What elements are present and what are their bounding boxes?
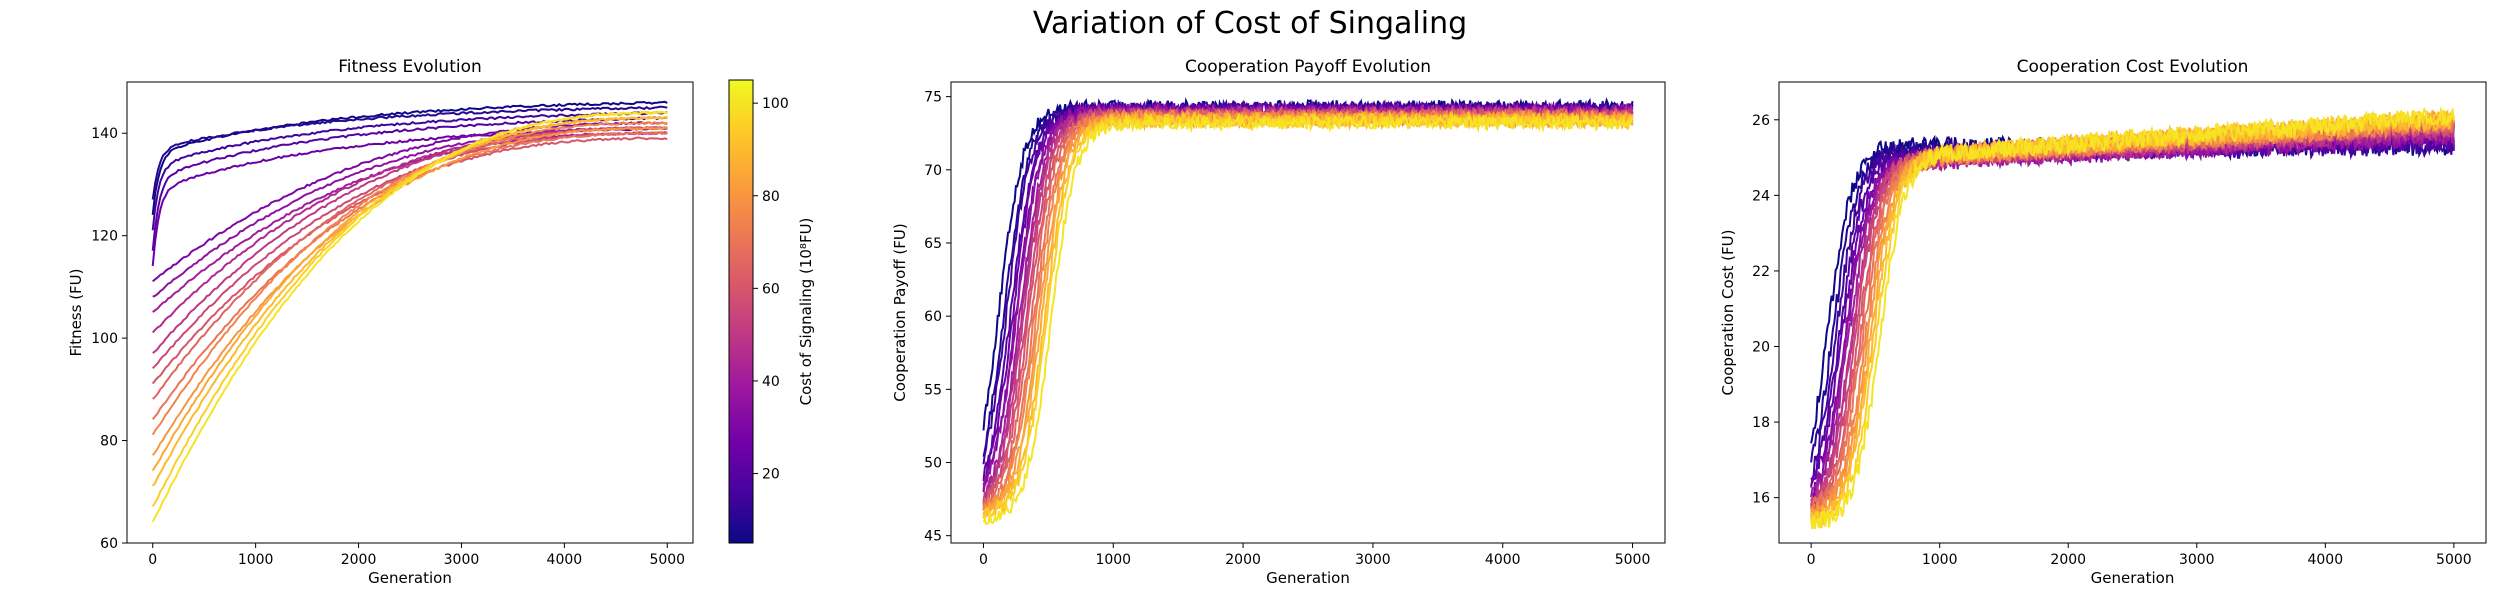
series-line-cost-85	[151, 116, 668, 472]
series-line-cost-30	[152, 121, 668, 283]
series-line-cost-40	[982, 103, 1634, 503]
series-line-cost-80	[151, 126, 668, 456]
series-group	[151, 100, 668, 523]
colorbar-tick-label: 40	[762, 374, 780, 390]
colorbar-label: Cost of Signaling (10⁸FU)	[797, 218, 815, 406]
colorbar-tick-label: 20	[762, 467, 780, 483]
y-tick-label: 70	[924, 163, 942, 179]
x-axis-label: Generation	[2091, 569, 2175, 587]
x-tick-label: 5000	[649, 552, 685, 568]
y-tick-label: 20	[1752, 340, 1770, 356]
series-line-cost-5	[982, 97, 1634, 431]
y-tick-label: 75	[924, 90, 942, 106]
y-axis-label: Fitness (FU)	[67, 268, 85, 356]
x-axis-label: Generation	[1266, 569, 1350, 587]
series-group	[982, 97, 1634, 526]
series-line-cost-100	[982, 113, 1634, 526]
y-tick-label: 120	[91, 229, 118, 245]
series-line-cost-100	[151, 110, 668, 523]
panel-title: Fitness Evolution	[338, 57, 482, 77]
series-line-cost-5	[151, 100, 668, 216]
y-tick-label: 60	[100, 536, 118, 552]
series-line-cost-75	[151, 120, 668, 436]
y-tick-label: 18	[1752, 415, 1770, 431]
series-line-cost-85	[982, 108, 1634, 517]
x-tick-label: 2000	[2050, 552, 2086, 568]
series-line-cost-45	[982, 102, 1634, 501]
series-line-cost-50	[982, 105, 1634, 504]
series-line-cost-80	[982, 110, 1634, 520]
x-tick-label: 0	[1807, 552, 1816, 568]
y-tick-label: 80	[100, 434, 118, 450]
series-line-cost-70	[982, 108, 1633, 517]
panel-2: Cooperation Payoff Evolution 0 1000 2000 300…	[891, 57, 1666, 587]
x-tick-label: 2000	[341, 552, 377, 568]
series-group	[1810, 106, 2455, 530]
x-tick-label: 1000	[1095, 552, 1131, 568]
axes-frame	[1778, 81, 2487, 544]
colorbar-tick-label: 80	[762, 189, 780, 205]
x-tick-label: 5000	[2436, 552, 2472, 568]
x-tick-label: 3000	[444, 552, 480, 568]
y-tick-label: 65	[924, 236, 942, 252]
x-tick-label: 1000	[238, 552, 274, 568]
x-tick-label: 4000	[547, 552, 583, 568]
y-tick-label: 60	[924, 309, 942, 325]
series-line-cost-40	[152, 131, 668, 313]
colorbar: 20 40 60 80 100 Cost of Signaling (10⁸FU)	[728, 79, 815, 544]
x-tick-label: 3000	[1355, 552, 1391, 568]
panel-3: Cooperation Cost Evolution 0 1000 2000 3000 4…	[1719, 57, 2487, 587]
series-line-cost-10	[151, 105, 668, 200]
series-line-cost-90	[982, 111, 1634, 519]
y-tick-label: 22	[1752, 264, 1770, 280]
y-tick-label: 50	[924, 456, 942, 472]
series-line-cost-20	[151, 116, 668, 251]
series-line-cost-30	[982, 103, 1633, 493]
figure-suptitle: Variation of Cost of Singaling	[1032, 6, 1468, 41]
y-tick-label: 26	[1752, 113, 1770, 129]
series-line-cost-45	[151, 126, 668, 334]
y-tick-label: 140	[91, 126, 118, 142]
panel-title: Cooperation Payoff Evolution	[1185, 57, 1431, 77]
series-line-cost-65	[982, 105, 1634, 511]
x-tick-label: 5000	[1615, 552, 1651, 568]
panel-1: Fitness Evolution 0 1000 2000 3000 4000 5000 60…	[67, 57, 694, 587]
x-tick-label: 4000	[1485, 552, 1521, 568]
y-tick-label: 16	[1752, 491, 1770, 507]
colorbar-gradient	[728, 79, 754, 544]
series-line-cost-75	[982, 107, 1634, 511]
x-tick-label: 4000	[2307, 552, 2343, 568]
series-line-cost-85	[1810, 109, 2455, 526]
y-tick-label: 45	[924, 529, 942, 545]
x-tick-label: 0	[148, 552, 157, 568]
x-tick-label: 3000	[2179, 552, 2215, 568]
y-axis-label: Cooperation Cost (FU)	[1719, 230, 1737, 396]
series-line-cost-35	[152, 126, 668, 298]
x-tick-label: 0	[979, 552, 988, 568]
series-line-cost-55	[982, 104, 1634, 509]
series-line-cost-100	[1810, 106, 2455, 530]
series-line-cost-60	[982, 107, 1634, 506]
series-line-cost-15	[151, 111, 668, 231]
y-tick-label: 55	[924, 382, 942, 398]
x-tick-label: 1000	[1922, 552, 1958, 568]
x-tick-label: 2000	[1225, 552, 1261, 568]
series-line-cost-95	[982, 110, 1634, 522]
axes-frame	[126, 81, 694, 544]
panel-title: Cooperation Cost Evolution	[2017, 57, 2249, 77]
axes-frame	[950, 81, 1666, 544]
colorbar-tick-label: 60	[762, 281, 780, 297]
colorbar-tick-label: 100	[762, 96, 789, 112]
y-tick-label: 24	[1752, 188, 1770, 204]
y-tick-label: 100	[91, 331, 118, 347]
x-axis-label: Generation	[368, 569, 452, 587]
y-axis-label: Cooperation Payoff (FU)	[891, 223, 909, 401]
